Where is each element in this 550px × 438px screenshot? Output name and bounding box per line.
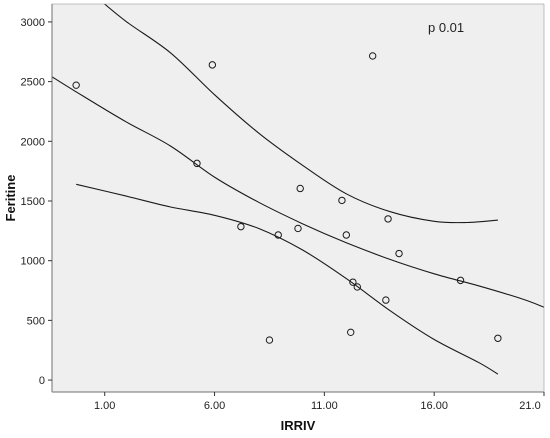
y-axis-title: Feritine — [3, 175, 18, 222]
data-point — [274, 231, 282, 239]
data-point — [368, 52, 377, 60]
data-point — [338, 196, 346, 205]
plot-area — [52, 4, 544, 392]
data-points — [72, 52, 502, 344]
data-point — [342, 231, 351, 239]
data-point — [347, 328, 355, 337]
data-point — [384, 215, 392, 223]
data-point — [296, 184, 304, 193]
fit-curve-2 — [76, 183, 499, 375]
data-point — [265, 336, 274, 344]
data-point — [349, 278, 357, 286]
data-point — [208, 61, 217, 69]
axes: 0 500 1000 1500 2000 2500 3000 1.00 6.00 11.00 16.… — [21, 3, 545, 412]
y-tick-label: 3000 — [21, 17, 45, 29]
data-point — [193, 159, 201, 168]
data-point — [72, 81, 80, 89]
data-point — [353, 283, 362, 291]
fit-curve-3 — [103, 4, 498, 224]
data-point — [395, 249, 403, 258]
fit-curve-1 — [52, 76, 544, 308]
data-point — [237, 222, 245, 231]
y-tick-label: 2000 — [21, 136, 45, 148]
y-tick-label: 500 — [27, 315, 45, 327]
y-tick-label: 1500 — [21, 196, 45, 208]
data-point — [294, 224, 302, 233]
data-point — [494, 334, 502, 342]
plot-frame — [51, 3, 545, 393]
x-tick-label: 21.0 — [519, 400, 540, 412]
p-value-annotation: p 0.01 — [428, 20, 464, 35]
x-tick-label: 16.00 — [420, 400, 448, 412]
y-tick-label: 0 — [39, 375, 45, 387]
x-tick-label: 6.00 — [204, 400, 225, 412]
y-tick-label: 2500 — [21, 77, 45, 89]
x-tick-label: 11.00 — [311, 400, 338, 412]
data-point — [456, 276, 465, 285]
fit-curves — [52, 4, 544, 375]
x-tick-label: 1.00 — [94, 400, 115, 412]
data-point — [382, 296, 390, 304]
y-tick-label: 1000 — [21, 256, 45, 268]
x-axis-title: IRRIV — [281, 418, 316, 433]
